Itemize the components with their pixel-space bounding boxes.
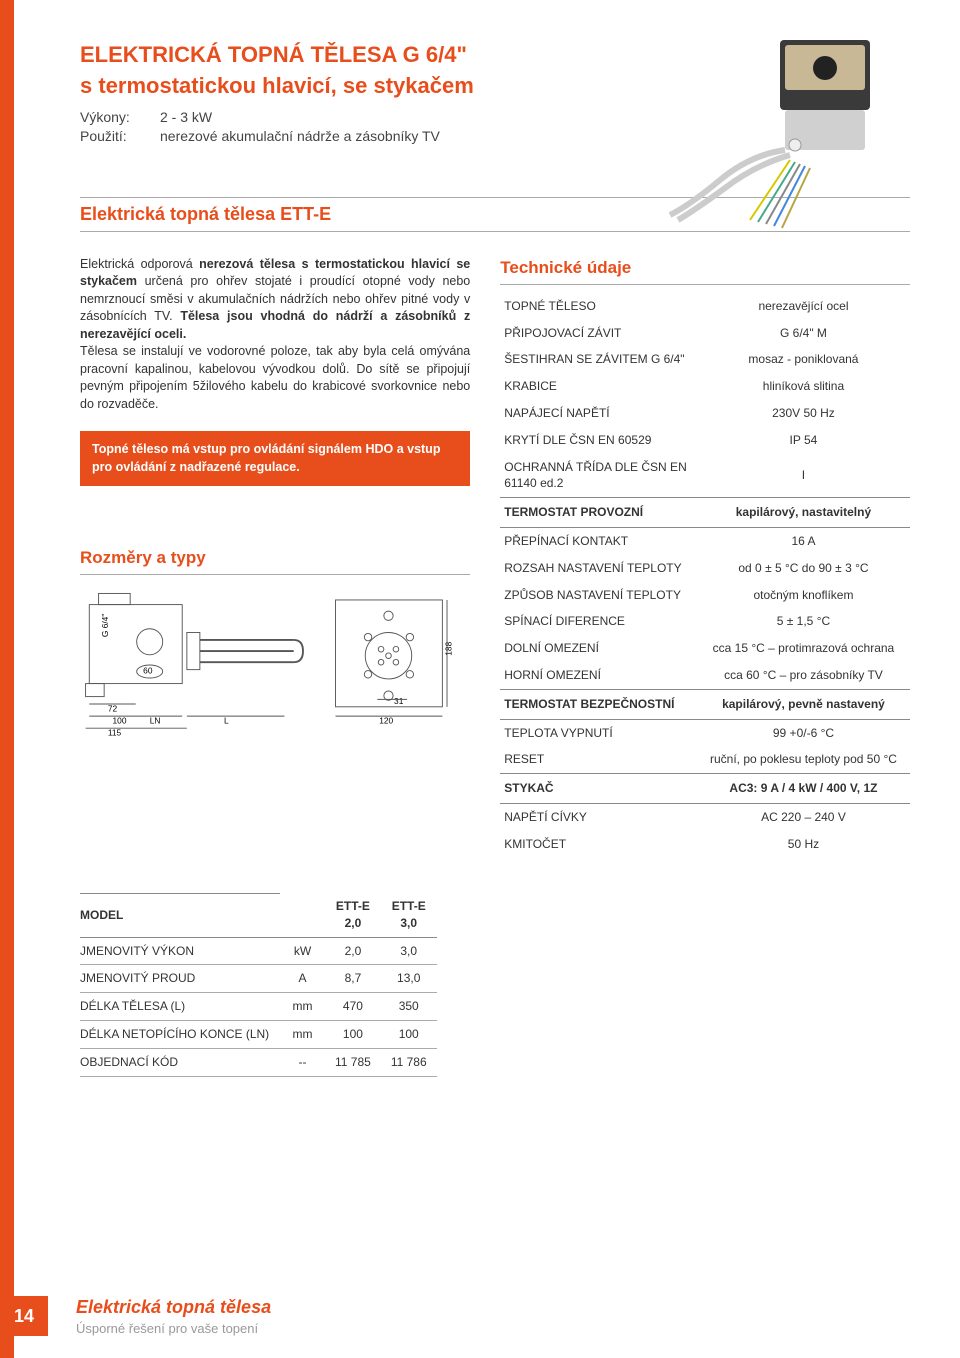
- dimensions-heading: Rozměry a typy: [80, 546, 470, 575]
- tech-row: KRABICEhliníková slitina: [500, 373, 910, 400]
- use-label: Použití:: [80, 127, 160, 147]
- tech-row: ŠESTIHRAN SE ZÁVITEM G 6/4"mosaz - ponik…: [500, 346, 910, 373]
- body-paragraph-2: Tělesa se instalují ve vodorovné poloze,…: [80, 343, 470, 413]
- tech-row: ZPŮSOB NASTAVENÍ TEPLOTYotočným knoflíke…: [500, 582, 910, 609]
- tech-row: STYKAČAC3: 9 A / 4 kW / 400 V, 1Z: [500, 774, 910, 804]
- tech-row: NAPÁJECÍ NAPĚTÍ230V 50 Hz: [500, 400, 910, 427]
- svg-text:31: 31: [394, 696, 404, 706]
- svg-text:G 6/4": G 6/4": [100, 614, 110, 637]
- tech-row: TOPNÉ TĚLESOnerezavějící ocel: [500, 293, 910, 320]
- tech-row: TEPLOTA VYPNUTÍ99 +0/-6 °C: [500, 719, 910, 746]
- model-row: DÉLKA NETOPÍCÍHO KONCE (LN)mm100100: [80, 1020, 437, 1048]
- tech-row: NAPĚTÍ CÍVKYAC 220 – 240 V: [500, 803, 910, 830]
- model-col-2: ETT-E3,0: [381, 893, 437, 937]
- dimensions-diagram: G 6/4" 60 72 100 115 LN L: [80, 585, 470, 745]
- tech-table: TOPNÉ TĚLESOnerezavějící ocelPŘIPOJOVACÍ…: [500, 293, 910, 858]
- svg-text:72: 72: [108, 704, 118, 714]
- tech-row: PŘEPÍNACÍ KONTAKT16 A: [500, 527, 910, 554]
- title-line-1: ELEKTRICKÁ TOPNÁ TĚLESA G 6/4": [80, 42, 467, 67]
- svg-text:120: 120: [379, 716, 393, 726]
- svg-text:115: 115: [108, 728, 122, 738]
- tech-row: TERMOSTAT BEZPEČNOSTNÍkapilárový, pevně …: [500, 689, 910, 719]
- callout-box: Topné těleso má vstup pro ovládání signá…: [80, 431, 470, 486]
- footer-subtitle: Úsporné řešení pro vaše topení: [76, 1320, 271, 1338]
- svg-text:100: 100: [113, 716, 127, 726]
- model-header: MODEL: [80, 893, 280, 937]
- tech-row: SPÍNACÍ DIFERENCE5 ± 1,5 °C: [500, 608, 910, 635]
- svg-text:L: L: [224, 716, 229, 726]
- model-table: MODEL ETT-E2,0 ETT-E3,0 JMENOVITÝ VÝKONk…: [80, 893, 437, 1077]
- tech-row: DOLNÍ OMEZENÍcca 15 °C – protimrazová oc…: [500, 635, 910, 662]
- tech-row: RESETruční, po poklesu teploty pod 50 °C: [500, 746, 910, 773]
- svg-text:188: 188: [444, 642, 454, 656]
- model-col-1: ETT-E2,0: [325, 893, 381, 937]
- page-footer: 14 Elektrická topná tělesa Úsporné řešen…: [0, 1295, 271, 1338]
- tech-row: ROZSAH NASTAVENÍ TEPLOTYod 0 ± 5 °C do 9…: [500, 555, 910, 582]
- body-paragraph-1: Elektrická odporová nerezová tělesa s te…: [80, 256, 470, 344]
- svg-text:LN: LN: [150, 716, 161, 726]
- model-row: DÉLKA TĚLESA (L)mm470350: [80, 993, 437, 1021]
- page-number: 14: [0, 1296, 48, 1336]
- tech-row: HORNÍ OMEZENÍcca 60 °C – pro zásobníky T…: [500, 662, 910, 689]
- model-row: JMENOVITÝ VÝKONkW2,03,0: [80, 937, 437, 965]
- tech-row: TERMOSTAT PROVOZNÍkapilárový, nastavitel…: [500, 498, 910, 528]
- tech-row: PŘIPOJOVACÍ ZÁVITG 6/4" M: [500, 320, 910, 347]
- svg-text:60: 60: [143, 666, 153, 676]
- left-accent-bar: [0, 0, 14, 1358]
- tech-row: KMITOČET50 Hz: [500, 831, 910, 858]
- tech-row: KRYTÍ DLE ČSN EN 60529IP 54: [500, 427, 910, 454]
- use-value: nerezové akumulační nádrže a zásobníky T…: [160, 127, 440, 147]
- model-row: JMENOVITÝ PROUDA8,713,0: [80, 965, 437, 993]
- product-photo: [630, 30, 910, 230]
- tech-heading: Technické údaje: [500, 256, 910, 285]
- model-row: OBJEDNACÍ KÓD--11 78511 786: [80, 1048, 437, 1076]
- tech-row: OCHRANNÁ TŘÍDA DLE ČSN EN 61140 ed.2I: [500, 454, 910, 498]
- power-label: Výkony:: [80, 108, 160, 128]
- power-value: 2 - 3 kW: [160, 108, 212, 128]
- footer-title: Elektrická topná tělesa: [76, 1295, 271, 1320]
